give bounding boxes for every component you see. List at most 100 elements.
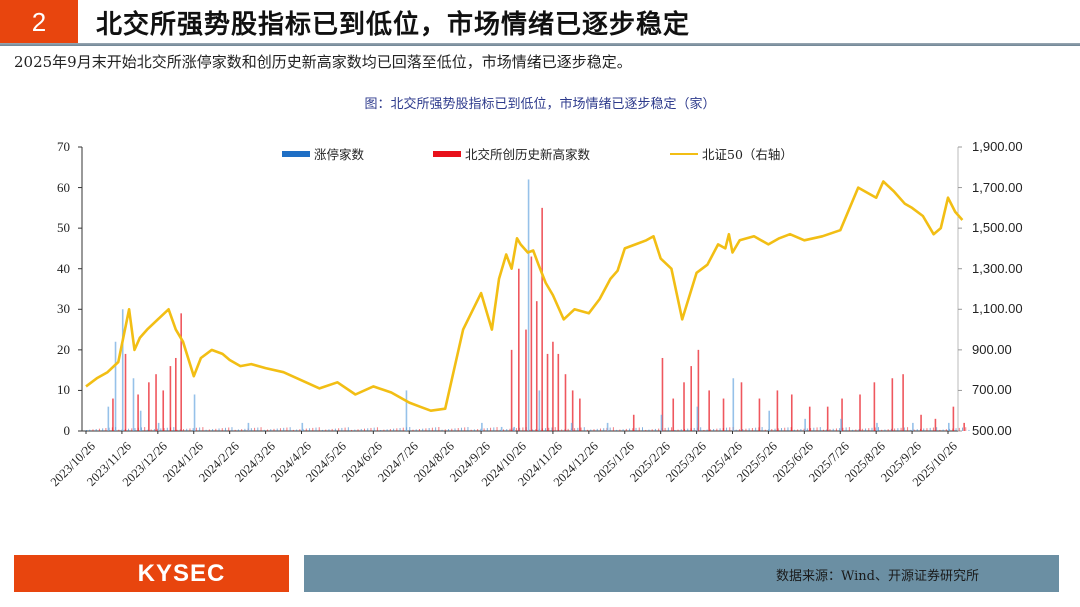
bar-minor <box>742 429 744 431</box>
bar <box>776 390 779 431</box>
bar-minor <box>431 427 433 431</box>
bar-minor <box>331 428 333 431</box>
bar-minor <box>515 428 517 431</box>
bar-minor <box>325 429 327 431</box>
bar-minor <box>738 429 740 431</box>
bar-minor <box>829 429 831 431</box>
bar-minor <box>370 427 372 431</box>
bar-minor <box>338 428 340 431</box>
bar-minor <box>903 427 905 431</box>
bar-minor <box>199 427 201 431</box>
bar-minor <box>716 428 718 431</box>
bar-minor <box>580 427 582 431</box>
bar-minor <box>202 427 204 431</box>
bar <box>579 398 581 431</box>
bar-minor <box>270 429 272 431</box>
bar-minor <box>745 428 747 431</box>
bar-minor <box>496 427 498 431</box>
bar-minor <box>267 429 269 431</box>
bar-minor <box>367 428 369 431</box>
left-axis-tick-label: 40 <box>57 260 70 276</box>
bar <box>902 374 904 431</box>
bar <box>963 422 965 431</box>
bar <box>525 329 527 431</box>
bar <box>193 394 196 431</box>
bar-minor <box>460 427 462 431</box>
bar-minor <box>726 427 728 431</box>
bar <box>683 382 685 431</box>
bar-minor <box>493 427 495 431</box>
bar-minor <box>480 428 482 431</box>
bar <box>137 394 139 431</box>
bar-minor <box>231 427 233 431</box>
bar-minor <box>651 429 653 431</box>
bar-minor <box>793 429 795 431</box>
bar <box>557 353 560 431</box>
bar-minor <box>932 427 934 431</box>
bar-minor <box>473 429 475 431</box>
bar-minor <box>128 428 130 431</box>
bar-minor <box>625 428 627 431</box>
legend-swatch-red-icon <box>433 150 461 157</box>
bar-minor <box>224 427 226 431</box>
bar-minor <box>153 429 155 431</box>
bar-minor <box>593 429 595 431</box>
bar-minor <box>451 428 453 431</box>
bar-minor <box>228 427 230 431</box>
bar <box>740 382 743 431</box>
bar-minor <box>328 429 330 431</box>
bar-minor <box>819 427 821 431</box>
bar <box>661 357 664 431</box>
left-axis-tick-label: 50 <box>57 220 70 236</box>
bar <box>891 378 894 431</box>
bar-minor <box>700 427 702 431</box>
bar-minor <box>312 427 314 431</box>
bar-minor <box>483 428 485 431</box>
bar-minor <box>619 429 621 431</box>
bar <box>535 301 538 431</box>
bar-minor <box>418 429 420 431</box>
bar-minor <box>858 429 860 431</box>
bar <box>518 268 520 431</box>
bar-minor <box>609 427 611 431</box>
bar-minor <box>279 428 281 431</box>
bar-minor <box>713 428 715 431</box>
bar <box>155 374 157 431</box>
bar-minor <box>632 428 634 431</box>
bar <box>124 353 127 431</box>
bar-minor <box>289 427 291 431</box>
bar-minor <box>787 427 789 431</box>
bar-minor <box>677 429 679 431</box>
bar-minor <box>415 429 417 431</box>
legend-item-limit-up: 涨停家数 <box>282 144 364 163</box>
bar-minor <box>386 429 388 431</box>
figure-title: 图：北交所强势股指标已到低位，市场情绪已逐步稳定（家） <box>364 97 716 112</box>
bar <box>672 398 675 431</box>
bar-minor <box>499 429 501 431</box>
bar <box>301 422 304 431</box>
bar-minor <box>622 429 624 431</box>
bar <box>840 418 842 431</box>
bar-minor <box>208 429 210 431</box>
bar-minor <box>334 428 336 431</box>
bar-minor <box>916 429 918 431</box>
bar-minor <box>567 428 569 431</box>
bar-minor <box>347 427 349 431</box>
bar <box>405 390 408 431</box>
bar-minor <box>292 429 294 431</box>
bar-minor <box>797 429 799 431</box>
bar-minor <box>134 428 136 431</box>
bar-minor <box>735 429 737 431</box>
bar-minor <box>131 428 133 431</box>
bar-minor <box>577 427 579 431</box>
bar-minor <box>144 427 146 431</box>
bar-minor <box>448 429 450 431</box>
bar <box>708 390 710 431</box>
bar <box>541 207 543 431</box>
bar-minor <box>296 429 298 431</box>
bar-minor <box>910 429 912 431</box>
bar-minor <box>884 429 886 431</box>
bar <box>758 398 761 431</box>
bar-minor <box>835 428 837 431</box>
bar-minor <box>321 429 323 431</box>
